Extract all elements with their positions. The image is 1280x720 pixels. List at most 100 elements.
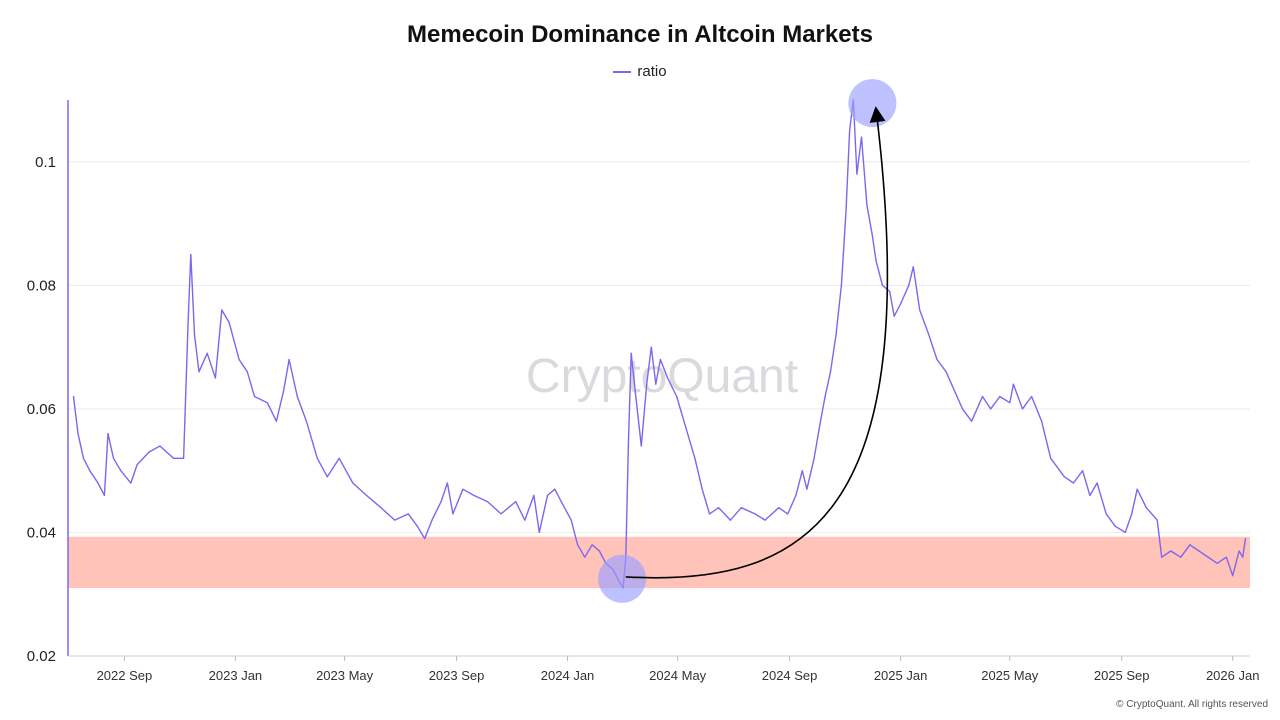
data-point-11	[148, 451, 150, 453]
y-tick-label-1: 0.04	[27, 524, 56, 541]
data-point-4	[97, 482, 99, 484]
y-tick-label-3: 0.08	[27, 277, 56, 294]
highlight-circle-layer	[598, 79, 897, 603]
annotation-arrow	[625, 106, 889, 579]
data-point-88	[795, 494, 797, 496]
data-point-22	[228, 321, 230, 323]
x-tick-label-8: 2025 May	[981, 668, 1039, 683]
data-point-70	[640, 445, 642, 447]
data-point-138	[1156, 519, 1158, 521]
data-point-96	[840, 284, 843, 286]
data-point-9	[130, 482, 132, 484]
data-point-101	[860, 136, 863, 138]
data-point-10	[136, 463, 138, 466]
data-point-28	[283, 389, 285, 391]
data-point-5	[103, 494, 105, 496]
data-point-79	[701, 488, 703, 490]
data-point-24	[246, 371, 248, 373]
data-point-116	[961, 408, 964, 410]
data-point-142	[1189, 544, 1191, 546]
data-point-80	[708, 513, 711, 515]
data-point-58	[576, 544, 579, 546]
data-point-102	[866, 204, 868, 206]
data-point-45	[452, 513, 454, 515]
data-point-87	[787, 513, 789, 515]
axis-layer	[67, 100, 1250, 657]
data-point-103	[871, 235, 873, 237]
data-point-93	[824, 395, 826, 398]
data-point-49	[500, 513, 502, 515]
data-point-36	[365, 494, 368, 496]
data-point-12	[159, 445, 161, 447]
data-point-84	[754, 513, 756, 515]
x-tick-label-6: 2024 Sep	[762, 668, 818, 683]
data-point-16	[190, 253, 192, 256]
data-point-43	[440, 500, 442, 503]
data-point-74	[659, 358, 661, 361]
highlight-band	[68, 536, 1250, 589]
data-point-124	[1031, 395, 1033, 398]
data-point-55	[554, 488, 556, 490]
data-point-60	[591, 544, 593, 546]
data-point-17	[193, 334, 196, 336]
data-point-129	[1081, 470, 1084, 472]
data-point-8	[120, 470, 122, 472]
data-point-122	[1012, 383, 1015, 385]
data-point-61	[598, 550, 600, 552]
data-point-127	[1063, 476, 1065, 478]
data-point-50	[515, 500, 517, 503]
data-point-78	[694, 457, 696, 459]
data-point-139	[1161, 556, 1163, 558]
data-point-112	[928, 334, 930, 336]
data-point-149	[1242, 556, 1244, 558]
data-point-44	[446, 482, 449, 484]
data-point-3	[89, 470, 91, 472]
y-tick-label-2: 0.06	[27, 401, 56, 418]
data-point-109	[908, 284, 910, 286]
data-point-47	[473, 494, 475, 496]
data-point-67	[627, 439, 630, 441]
highlight-circle-1	[848, 79, 897, 128]
legend[interactable]: ratio	[0, 63, 1280, 80]
data-point-141	[1180, 556, 1182, 558]
highlight-circle-0	[598, 554, 647, 603]
data-point-126	[1050, 457, 1052, 459]
data-point-107	[893, 315, 895, 317]
data-point-21	[221, 309, 223, 311]
data-point-146	[1225, 556, 1227, 558]
data-point-92	[819, 420, 822, 422]
data-point-147	[1232, 575, 1234, 577]
data-point-119	[990, 408, 992, 410]
data-point-140	[1170, 550, 1172, 552]
data-point-83	[740, 507, 742, 509]
series-line-ratio	[72, 99, 1247, 589]
data-point-117	[970, 420, 973, 422]
data-point-20	[214, 377, 217, 379]
y-axis-ticks: 0.02 0.04 0.06 0.08 0.1	[27, 154, 56, 665]
data-point-77	[685, 426, 687, 429]
data-point-111	[919, 309, 921, 311]
data-point-27	[275, 420, 277, 422]
data-point-7	[112, 457, 115, 459]
data-point-0	[72, 395, 75, 398]
highlight-band-layer	[68, 536, 1250, 589]
x-tick-label-4: 2024 Jan	[541, 668, 595, 683]
data-point-121	[1009, 402, 1011, 404]
data-point-90	[806, 488, 808, 490]
data-point-2	[82, 457, 85, 459]
legend-swatch	[613, 71, 632, 74]
data-point-35	[352, 482, 354, 484]
data-point-31	[305, 420, 308, 422]
data-point-132	[1105, 513, 1107, 515]
data-point-114	[945, 371, 947, 373]
data-point-120	[999, 395, 1001, 398]
data-point-34	[338, 457, 340, 459]
data-point-134	[1124, 531, 1126, 534]
data-point-113	[936, 358, 938, 361]
series-layer	[72, 99, 1247, 589]
data-point-136	[1136, 488, 1138, 490]
data-point-95	[835, 334, 837, 336]
data-point-18	[198, 371, 200, 373]
data-point-148	[1238, 550, 1240, 552]
x-axis-ticks: 2022 Sep 2023 Jan 2023 May 2023 Sep 2024 Jan…	[97, 656, 1259, 683]
